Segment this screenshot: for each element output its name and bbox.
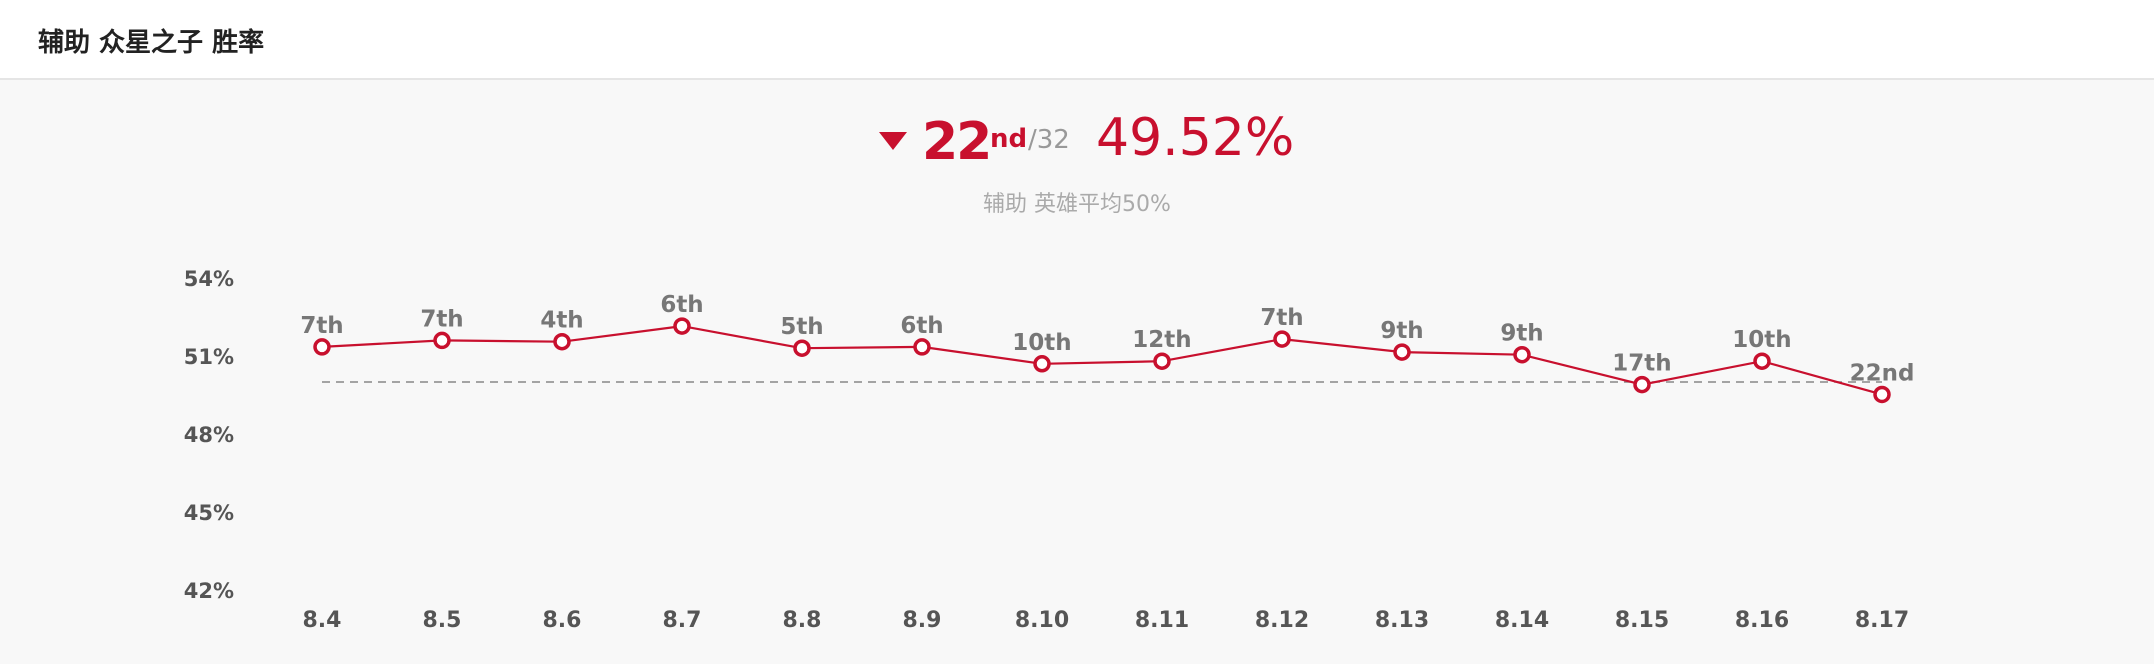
data-point (1153, 352, 1171, 370)
rank-point-label: 7th (300, 313, 343, 339)
trend-down-icon (879, 132, 907, 150)
x-tick-label: 8.11 (1135, 608, 1189, 633)
data-point (793, 339, 811, 357)
y-tick-label: 51% (184, 345, 234, 369)
x-tick-label: 8.17 (1855, 608, 1909, 633)
rank-point-label: 5th (780, 314, 823, 340)
y-tick-label: 45% (184, 501, 234, 525)
x-tick-label: 8.7 (663, 608, 702, 633)
y-tick-label: 54% (184, 267, 234, 291)
y-tick-label: 42% (184, 579, 234, 603)
rank-point-label: 6th (660, 292, 703, 318)
win-rate: 49.52% (1096, 108, 1295, 168)
rank-point-label: 7th (420, 306, 463, 332)
data-point (1273, 330, 1291, 348)
x-tick-label: 8.14 (1495, 608, 1549, 633)
x-tick-label: 8.4 (303, 608, 342, 633)
data-point (673, 317, 691, 335)
x-tick-label: 8.8 (783, 608, 822, 633)
data-point (1033, 355, 1051, 373)
series-line (321, 324, 1883, 396)
data-point (433, 331, 451, 350)
rank-point-label: 10th (1012, 330, 1071, 356)
data-point (913, 338, 931, 356)
x-tick-label: 8.12 (1255, 608, 1309, 633)
x-tick-label: 8.9 (903, 608, 942, 633)
rank-point-label: 12th (1132, 327, 1191, 353)
data-point (1753, 352, 1771, 370)
rank-point-label: 4th (540, 308, 583, 334)
average-note: 辅助 英雄平均50% (983, 192, 1171, 217)
data-point (1633, 375, 1651, 394)
page-title: 辅助 众星之子 胜率 (38, 28, 265, 58)
x-tick-label: 8.5 (423, 608, 462, 633)
rank-total: /32 (1028, 125, 1070, 155)
x-tick-label: 8.6 (543, 608, 582, 633)
x-tick-label: 8.10 (1015, 608, 1069, 633)
rank-point-label: 7th (1260, 305, 1303, 331)
rank-point-label: 9th (1500, 321, 1543, 347)
rank-point-label: 10th (1732, 327, 1791, 353)
data-point (553, 332, 571, 351)
x-tick-label: 8.13 (1375, 608, 1429, 633)
x-tick-label: 8.15 (1615, 608, 1669, 633)
rank-point-label: 17th (1612, 351, 1671, 377)
header-bar: 辅助 众星之子 胜率 (0, 0, 2154, 80)
data-point (313, 338, 331, 356)
rank-number: 22 (922, 112, 992, 172)
rank-point-label: 9th (1380, 318, 1423, 344)
rank-point-label: 6th (900, 313, 943, 339)
data-point (1873, 385, 1891, 404)
data-point (1513, 345, 1531, 364)
x-tick-label: 8.16 (1735, 608, 1789, 633)
data-point (1393, 343, 1411, 361)
rank-suffix: nd (990, 124, 1028, 154)
rank-point-label: 22nd (1850, 360, 1915, 386)
y-tick-label: 48% (184, 423, 234, 447)
